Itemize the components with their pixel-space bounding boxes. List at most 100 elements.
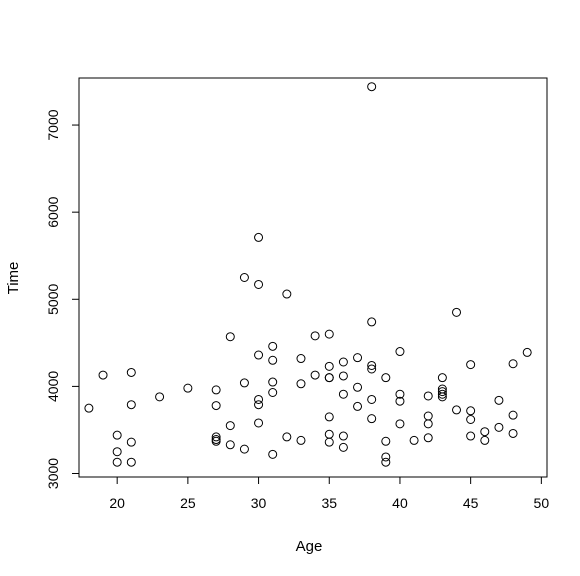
- data-point: [225, 421, 235, 431]
- data-point: [338, 442, 348, 452]
- data-point: [310, 370, 320, 380]
- data-point: [338, 431, 348, 441]
- data-points: [84, 82, 532, 467]
- data-point: [437, 389, 447, 399]
- x-tick-label: 45: [463, 495, 479, 511]
- x-tick-label: 40: [392, 495, 408, 511]
- data-point: [183, 383, 193, 393]
- data-point: [211, 401, 221, 411]
- data-point: [409, 435, 419, 445]
- x-tick-label: 50: [534, 495, 550, 511]
- data-point: [282, 289, 292, 299]
- data-point: [423, 419, 433, 429]
- data-point: [395, 396, 405, 406]
- data-point: [423, 391, 433, 401]
- data-point: [437, 392, 447, 402]
- data-point: [381, 373, 391, 383]
- data-point: [381, 452, 391, 462]
- data-point: [282, 432, 292, 442]
- data-point: [338, 389, 348, 399]
- data-point: [155, 392, 165, 402]
- data-point: [126, 457, 136, 467]
- data-point: [324, 437, 334, 447]
- data-point: [225, 332, 235, 342]
- data-point: [254, 418, 264, 428]
- y-tick-label: 3000: [45, 458, 61, 489]
- data-point: [211, 432, 221, 442]
- x-tick-label: 25: [180, 495, 196, 511]
- data-point: [268, 355, 278, 365]
- data-point: [324, 429, 334, 439]
- data-point: [254, 350, 264, 360]
- data-point: [296, 435, 306, 445]
- data-point: [395, 347, 405, 357]
- data-point: [437, 387, 447, 397]
- data-point: [508, 359, 518, 369]
- y-tick-label: 6000: [45, 196, 61, 227]
- data-point: [508, 428, 518, 438]
- data-point: [296, 379, 306, 389]
- y-axis: 3000 4000 5000 6000 7000: [45, 109, 80, 489]
- data-point: [310, 331, 320, 341]
- data-point: [381, 457, 391, 467]
- data-point: [466, 360, 476, 370]
- data-point: [423, 433, 433, 443]
- data-point: [480, 435, 490, 445]
- data-point: [338, 357, 348, 367]
- data-point: [353, 353, 363, 363]
- data-point: [254, 394, 264, 404]
- data-point: [239, 273, 249, 282]
- x-axis: 20 25 30 35 40 45 50: [109, 476, 550, 511]
- data-point: [494, 395, 504, 405]
- x-axis-label: Age: [296, 538, 323, 555]
- data-point: [268, 377, 278, 387]
- data-point: [211, 385, 221, 395]
- data-point: [239, 378, 249, 388]
- data-point: [466, 431, 476, 441]
- data-point: [126, 437, 136, 447]
- data-point: [112, 430, 122, 440]
- y-tick-label: 5000: [45, 283, 61, 314]
- data-point: [324, 361, 334, 371]
- data-point: [452, 405, 462, 415]
- data-point: [126, 400, 136, 410]
- data-point: [353, 401, 363, 411]
- data-point: [268, 341, 278, 351]
- data-point: [522, 347, 532, 357]
- data-point: [268, 387, 278, 397]
- data-point: [338, 371, 348, 381]
- data-point: [452, 307, 462, 317]
- data-point: [466, 406, 476, 416]
- x-tick-label: 30: [251, 495, 267, 511]
- x-tick-label: 35: [321, 495, 337, 511]
- data-point: [84, 403, 94, 413]
- data-point: [126, 367, 136, 377]
- data-point: [466, 415, 476, 425]
- data-point: [296, 354, 306, 364]
- data-point: [367, 360, 377, 370]
- data-point: [112, 457, 122, 467]
- y-axis-label: Time: [5, 262, 22, 295]
- y-tick-label: 4000: [45, 371, 61, 402]
- data-point: [367, 364, 377, 374]
- x-tick-label: 20: [109, 495, 125, 511]
- data-point: [423, 411, 433, 421]
- data-point: [324, 373, 334, 383]
- data-point: [381, 436, 391, 446]
- data-point: [367, 82, 377, 92]
- plot-frame: [78, 77, 548, 478]
- data-point: [324, 329, 334, 339]
- y-tick-label: 7000: [45, 109, 61, 140]
- data-point: [437, 373, 447, 383]
- data-point: [480, 427, 490, 437]
- data-point: [367, 317, 377, 327]
- data-point: [494, 422, 504, 432]
- data-point: [239, 444, 249, 454]
- data-point: [254, 279, 264, 289]
- data-point: [367, 394, 377, 404]
- data-point: [268, 449, 278, 459]
- data-point: [225, 440, 235, 450]
- data-point: [508, 410, 518, 420]
- data-point: [367, 414, 377, 424]
